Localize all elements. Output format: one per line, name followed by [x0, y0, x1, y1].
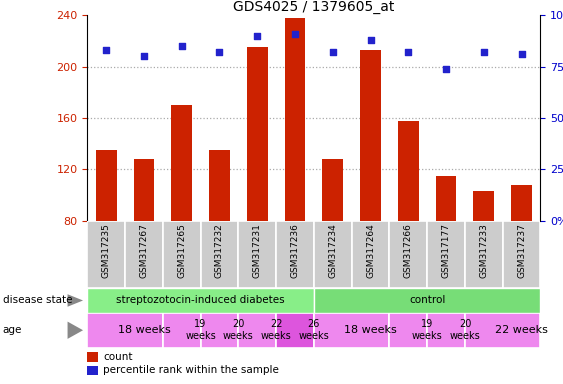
Text: GSM317235: GSM317235 — [102, 223, 111, 278]
Bar — [314, 313, 390, 348]
Bar — [276, 313, 314, 348]
Bar — [390, 313, 427, 348]
Text: 18 weeks: 18 weeks — [344, 325, 397, 335]
Text: disease state: disease state — [3, 295, 72, 306]
Bar — [511, 185, 532, 221]
Text: GSM317237: GSM317237 — [517, 223, 526, 278]
Bar — [465, 221, 503, 288]
Point — [441, 66, 450, 72]
Bar — [87, 366, 99, 375]
Point — [404, 49, 413, 55]
Text: GSM317231: GSM317231 — [253, 223, 262, 278]
Text: control: control — [409, 295, 445, 306]
Point — [140, 53, 149, 60]
Point — [177, 43, 186, 49]
Text: GSM317265: GSM317265 — [177, 223, 186, 278]
Point — [291, 31, 300, 37]
Text: GSM317264: GSM317264 — [366, 223, 375, 278]
Text: streptozotocin-induced diabetes: streptozotocin-induced diabetes — [116, 295, 285, 306]
Bar — [465, 313, 540, 348]
Point — [479, 49, 488, 55]
Text: GSM317236: GSM317236 — [291, 223, 300, 278]
Bar — [87, 288, 314, 313]
Bar — [171, 105, 192, 221]
Text: 19
weeks: 19 weeks — [185, 319, 216, 341]
Bar — [238, 313, 276, 348]
Bar — [314, 221, 352, 288]
Bar — [503, 221, 540, 288]
Polygon shape — [68, 322, 83, 339]
Bar — [436, 176, 457, 221]
Bar — [247, 48, 267, 221]
Bar — [390, 221, 427, 288]
Point — [328, 49, 337, 55]
Bar — [398, 121, 419, 221]
Text: 20
weeks: 20 weeks — [450, 319, 480, 341]
Bar — [352, 221, 390, 288]
Bar — [125, 221, 163, 288]
Text: GSM317233: GSM317233 — [479, 223, 488, 278]
Point — [102, 47, 111, 53]
Bar — [314, 288, 540, 313]
Text: 22
weeks: 22 weeks — [261, 319, 292, 341]
Bar — [238, 221, 276, 288]
Text: age: age — [3, 325, 22, 335]
Bar — [163, 313, 200, 348]
Bar — [200, 313, 238, 348]
Bar — [163, 221, 200, 288]
Text: count: count — [103, 352, 133, 362]
Text: 19
weeks: 19 weeks — [412, 319, 443, 341]
Text: GSM317232: GSM317232 — [215, 223, 224, 278]
Bar — [133, 159, 154, 221]
Text: 26
weeks: 26 weeks — [298, 319, 329, 341]
Bar — [87, 221, 125, 288]
Text: 22 weeks: 22 weeks — [495, 325, 548, 335]
Bar — [323, 159, 343, 221]
Text: GSM317266: GSM317266 — [404, 223, 413, 278]
Bar — [96, 150, 117, 221]
Point — [253, 33, 262, 39]
Point — [215, 49, 224, 55]
Text: GSM317177: GSM317177 — [441, 223, 450, 278]
Text: GSM317267: GSM317267 — [140, 223, 149, 278]
Point — [366, 37, 375, 43]
Bar — [285, 18, 305, 221]
Bar — [427, 221, 465, 288]
Title: GDS4025 / 1379605_at: GDS4025 / 1379605_at — [233, 0, 395, 14]
Bar — [209, 150, 230, 221]
Bar — [360, 50, 381, 221]
Text: GSM317234: GSM317234 — [328, 223, 337, 278]
Bar — [427, 313, 465, 348]
Bar — [276, 221, 314, 288]
Bar — [87, 352, 99, 362]
Bar — [87, 313, 163, 348]
Point — [517, 51, 526, 58]
Text: percentile rank within the sample: percentile rank within the sample — [103, 366, 279, 376]
Text: 20
weeks: 20 weeks — [223, 319, 254, 341]
Bar — [200, 221, 238, 288]
Polygon shape — [68, 294, 83, 307]
Text: 18 weeks: 18 weeks — [118, 325, 170, 335]
Bar — [473, 191, 494, 221]
